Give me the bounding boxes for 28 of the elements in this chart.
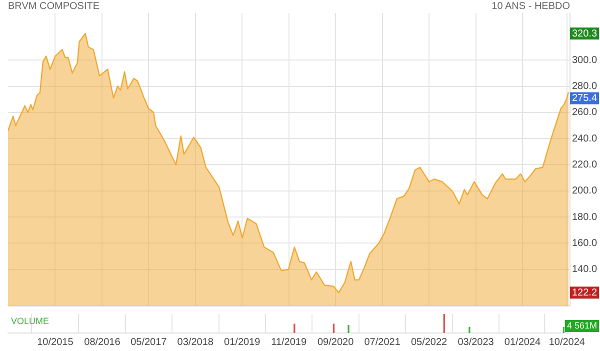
y-tick-label: 260.0 bbox=[572, 107, 598, 118]
y-tick-label: 240.0 bbox=[572, 133, 598, 144]
x-tick-label: 10/2015 bbox=[37, 336, 74, 348]
text: 320.3 bbox=[572, 28, 598, 40]
y-tick-label: 140.0 bbox=[572, 264, 598, 276]
y-tick-label: 280.0 bbox=[572, 81, 598, 92]
y-tick-label: 160.0 bbox=[572, 238, 598, 249]
x-tick-label: 05/2022 bbox=[410, 336, 448, 348]
x-tick-label: 10/2024 bbox=[548, 336, 586, 348]
y-tick-label: 220.0 bbox=[572, 159, 598, 170]
x-tick-label: 05/2017 bbox=[130, 336, 168, 348]
y-tick-label: 200.0 bbox=[572, 186, 598, 197]
y-tick-label: 180.0 bbox=[572, 212, 598, 223]
x-tick-label: 09/2020 bbox=[318, 336, 354, 348]
chart-title: BRVM COMPOSITE bbox=[8, 1, 100, 12]
x-tick-label: 11/2019 bbox=[271, 336, 307, 348]
x-tick-label: 03/2018 bbox=[177, 336, 214, 348]
x-tick-label: 03/2023 bbox=[458, 336, 494, 348]
text: 275.4 bbox=[572, 93, 598, 104]
chart-title: VOLUME bbox=[11, 316, 50, 326]
annotation: 4 561M bbox=[566, 320, 598, 330]
x-tick-label: 01/2024 bbox=[504, 336, 542, 348]
x-tick-label: 08/2016 bbox=[84, 336, 121, 348]
x-tick-label: 07/2021 bbox=[364, 336, 401, 348]
y-tick-label: 300.0 bbox=[572, 54, 598, 66]
chart-subtitle: 10 ANS - HEBDO bbox=[492, 1, 570, 12]
text: 122.2 bbox=[572, 287, 598, 298]
x-tick-label: 01/2019 bbox=[224, 336, 261, 348]
